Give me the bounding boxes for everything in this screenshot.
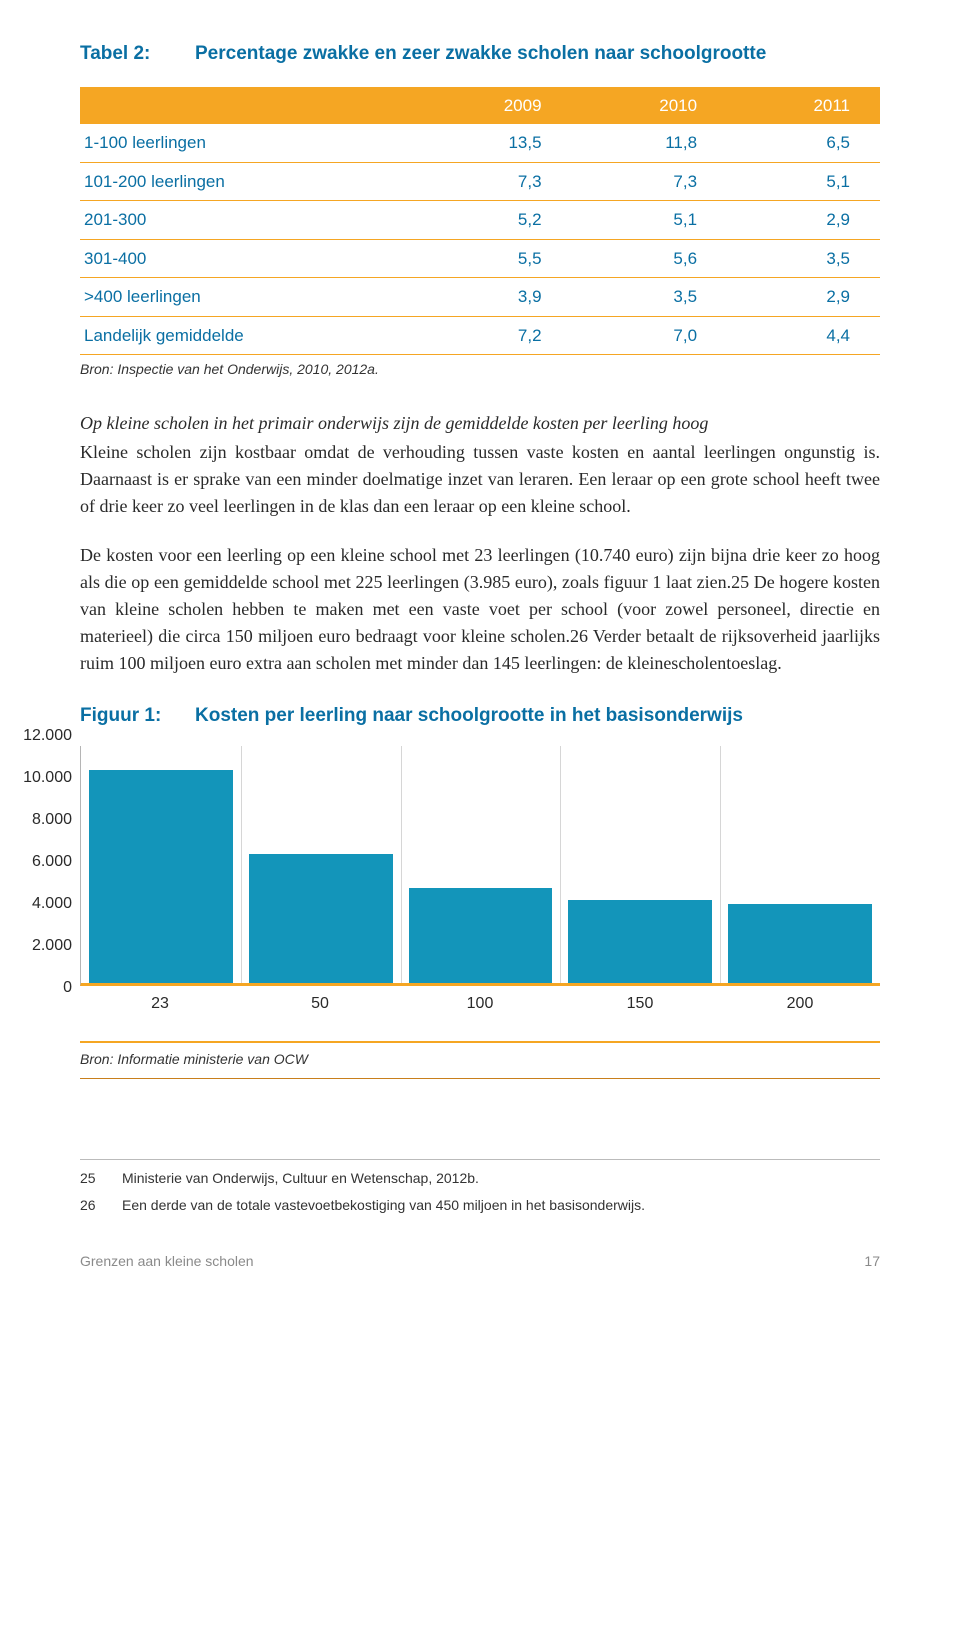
table-head-row: 2009 2010 2011 [80, 87, 880, 125]
table-cell: 11,8 [572, 124, 728, 162]
bar [249, 854, 393, 982]
table-cell: 6,5 [727, 124, 880, 162]
plot-area [80, 746, 880, 986]
footnote-text: Een derde van de totale vastevoetbekosti… [122, 1195, 645, 1216]
table-cell: 4,4 [727, 316, 880, 355]
table-cell: 301-400 [80, 239, 416, 278]
table-cell: 2,9 [727, 278, 880, 317]
y-axis: 12.00010.0008.0006.0004.0002.0000 [25, 746, 80, 998]
footnote-number: 26 [80, 1195, 122, 1216]
footnote-text: Ministerie van Onderwijs, Cultuur en Wet… [122, 1168, 479, 1189]
table-cell: 3,9 [416, 278, 572, 317]
table-cell: 2,9 [727, 201, 880, 240]
table-cell: 5,5 [416, 239, 572, 278]
table-cell: 13,5 [416, 124, 572, 162]
page-number: 17 [864, 1251, 880, 1272]
data-table: 2009 2010 2011 1-100 leerlingen13,511,86… [80, 87, 880, 356]
footnote: 26Een derde van de totale vastevoetbekos… [80, 1195, 880, 1216]
table-cell: 101-200 leerlingen [80, 162, 416, 201]
table-cell: 5,1 [727, 162, 880, 201]
table-row: 201-3005,25,12,9 [80, 201, 880, 240]
bar-slot [241, 746, 401, 983]
footnote: 25Ministerie van Onderwijs, Cultuur en W… [80, 1168, 880, 1189]
col-header [80, 87, 416, 125]
section-subheading: Op kleine scholen in het primair onderwi… [80, 410, 880, 437]
table-title: Percentage zwakke en zeer zwakke scholen… [195, 40, 766, 69]
table-cell: Landelijk gemiddelde [80, 316, 416, 355]
table-cell: 5,1 [572, 201, 728, 240]
x-axis: 2350100150200 [80, 992, 880, 1016]
bar [568, 900, 712, 983]
gridline [720, 746, 721, 983]
table-cell: 5,6 [572, 239, 728, 278]
col-header: 2009 [416, 87, 572, 125]
bar [728, 904, 872, 983]
table-cell: 7,0 [572, 316, 728, 355]
paragraph: De kosten voor een leerling op een klein… [80, 542, 880, 677]
table-cell: 5,2 [416, 201, 572, 240]
col-header: 2010 [572, 87, 728, 125]
table-row: 101-200 leerlingen7,37,35,1 [80, 162, 880, 201]
table-cell: >400 leerlingen [80, 278, 416, 317]
table-cell: 3,5 [727, 239, 880, 278]
gridline [401, 746, 402, 983]
table-cell: 7,3 [572, 162, 728, 201]
footnote-number: 25 [80, 1168, 122, 1189]
table-cell: 201-300 [80, 201, 416, 240]
table-cell: 7,3 [416, 162, 572, 201]
x-tick: 150 [560, 992, 720, 1016]
bar-chart: 12.00010.0008.0006.0004.0002.0000 235010… [25, 746, 880, 1016]
footer-title: Grenzen aan kleine scholen [80, 1251, 254, 1272]
x-tick: 200 [720, 992, 880, 1016]
paragraph: Kleine scholen zijn kostbaar omdat de ve… [80, 439, 880, 520]
bar-slot [560, 746, 720, 983]
figure-header: Figuur 1: Kosten per leerling naar schoo… [80, 702, 880, 731]
gridline [241, 746, 242, 983]
table-row: Landelijk gemiddelde7,27,04,4 [80, 316, 880, 355]
page-footer: Grenzen aan kleine scholen 17 [80, 1251, 880, 1272]
table-source: Bron: Inspectie van het Onderwijs, 2010,… [80, 359, 880, 380]
table-cell: 1-100 leerlingen [80, 124, 416, 162]
figure-source: Bron: Informatie ministerie van OCW [80, 1041, 880, 1079]
bar-slot [401, 746, 561, 983]
x-tick: 50 [240, 992, 400, 1016]
x-tick: 100 [400, 992, 560, 1016]
table-header: Tabel 2: Percentage zwakke en zeer zwakk… [80, 40, 880, 69]
col-header: 2011 [727, 87, 880, 125]
bar-slot [720, 746, 880, 983]
table-row: >400 leerlingen3,93,52,9 [80, 278, 880, 317]
footnotes: 25Ministerie van Onderwijs, Cultuur en W… [80, 1159, 880, 1216]
table-cell: 3,5 [572, 278, 728, 317]
x-tick: 23 [80, 992, 240, 1016]
bar [409, 888, 553, 983]
figure-title: Kosten per leerling naar schoolgrootte i… [195, 702, 743, 731]
table-row: 1-100 leerlingen13,511,86,5 [80, 124, 880, 162]
table-row: 301-4005,55,63,5 [80, 239, 880, 278]
gridline [560, 746, 561, 983]
bar-slot [81, 746, 241, 983]
table-label: Tabel 2: [80, 40, 195, 69]
table-cell: 7,2 [416, 316, 572, 355]
figure-label: Figuur 1: [80, 702, 195, 731]
bar [89, 770, 233, 982]
